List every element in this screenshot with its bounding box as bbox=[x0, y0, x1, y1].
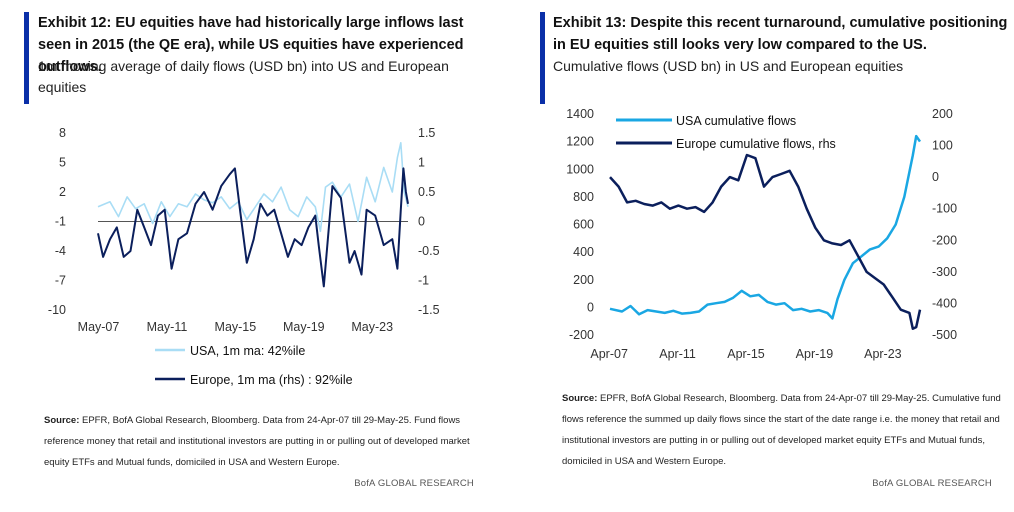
x-tick-label: Apr-11 bbox=[659, 347, 696, 361]
series-line-usa bbox=[609, 134, 922, 320]
y-right-tick-label: -300 bbox=[932, 265, 957, 279]
y-left-tick-label: 0 bbox=[587, 300, 594, 314]
y-left-tick-label: 2 bbox=[59, 185, 66, 199]
y-right-tick-label: -1 bbox=[418, 274, 429, 288]
y-left-tick-label: 400 bbox=[573, 245, 594, 259]
legend-usa-label: USA cumulative flows bbox=[676, 114, 796, 128]
y-left-tick-label: -1 bbox=[55, 215, 66, 229]
source-note: Source: EPFR, BofA Global Research, Bloo… bbox=[562, 388, 1002, 472]
chart-subtitle: Cumulative flows (USD bn) in US and Euro… bbox=[553, 58, 904, 74]
flows-chart: 8 5 2 -1 -4 -7 -10 1.5 1 0.5 0 -0.5 -1 -1.5 May-07 May-… bbox=[48, 126, 440, 387]
y-left-tick-label: 600 bbox=[573, 218, 594, 232]
x-tick-label: May-07 bbox=[78, 320, 120, 334]
series-line-usa bbox=[97, 142, 409, 233]
y-right-tick-label: 0 bbox=[932, 170, 939, 184]
source-label: Source: bbox=[562, 393, 598, 404]
legend-usa-label: USA, 1m ma: 42%ile bbox=[190, 344, 305, 358]
y-right-tick-label: -400 bbox=[932, 296, 957, 310]
y-right-tick-label: -200 bbox=[932, 233, 957, 247]
y-right-tick-label: 1 bbox=[418, 156, 425, 170]
y-left-tick-label: 1400 bbox=[566, 107, 594, 121]
y-left-tick-label: 800 bbox=[573, 190, 594, 204]
y-right-tick-label: 0.5 bbox=[418, 185, 435, 199]
y-right-tick-label: 200 bbox=[932, 107, 953, 121]
y-left-tick-label: 200 bbox=[573, 273, 594, 287]
y-left-tick-label: 5 bbox=[59, 156, 66, 170]
y-left-tick-label: -4 bbox=[55, 244, 66, 258]
y-right-tick-label: -0.5 bbox=[418, 244, 440, 258]
x-tick-label: Apr-23 bbox=[864, 347, 902, 361]
y-right-tick-label: -500 bbox=[932, 328, 957, 342]
x-tick-label: May-11 bbox=[147, 320, 188, 334]
legend-europe-label: Europe, 1m ma (rhs) : 92%ile bbox=[190, 373, 353, 387]
brand-label: BofA GLOBAL RESEARCH bbox=[354, 478, 474, 489]
y-left-tick-label: -200 bbox=[569, 328, 594, 342]
y-right-tick-label: 1.5 bbox=[418, 126, 435, 140]
y-left-tick-label: -7 bbox=[55, 274, 66, 288]
x-tick-label: May-15 bbox=[215, 320, 257, 334]
chart-title: Exhibit 13: Despite this recent turnarou… bbox=[553, 15, 1008, 53]
source-text: EPFR, BofA Global Research, Bloomberg. D… bbox=[44, 415, 470, 468]
y-right-tick-label: -1.5 bbox=[418, 303, 440, 317]
x-tick-label: Apr-19 bbox=[796, 347, 834, 361]
y-right-tick-label: -100 bbox=[932, 202, 957, 216]
x-tick-label: May-19 bbox=[283, 320, 325, 334]
y-right-tick-label: 0 bbox=[418, 215, 425, 229]
cumulative-flows-chart: 1400120010008006004002000-2002001000-100… bbox=[566, 107, 957, 361]
y-left-tick-label: 1000 bbox=[566, 162, 594, 176]
x-tick-label: May-23 bbox=[351, 320, 393, 334]
chart-subtitle: 1m moving average of daily flows (USD bn… bbox=[38, 58, 449, 95]
source-label: Source: bbox=[44, 415, 80, 426]
accent-bar bbox=[24, 12, 29, 104]
chart-title: Exhibit 12: EU equities have had histori… bbox=[38, 15, 464, 75]
y-left-tick-label: -10 bbox=[48, 303, 66, 317]
source-text: EPFR, BofA Global Research, Bloomberg. D… bbox=[562, 393, 1001, 467]
legend-europe-label: Europe cumulative flows, rhs bbox=[676, 137, 836, 151]
series-line-europe bbox=[97, 167, 409, 288]
series-line-europe bbox=[609, 153, 922, 330]
exhibit-13-panel: Exhibit 13: Despite this recent turnarou… bbox=[518, 0, 1014, 512]
source-note: Source: EPFR, BofA Global Research, Bloo… bbox=[44, 410, 484, 473]
x-tick-label: Apr-07 bbox=[590, 347, 628, 361]
y-left-tick-label: 1200 bbox=[566, 135, 594, 149]
brand-label: BofA GLOBAL RESEARCH bbox=[872, 478, 992, 489]
exhibit-12-panel: Exhibit 12: EU equities have had histori… bbox=[0, 0, 500, 512]
y-left-tick-label: 8 bbox=[59, 126, 66, 140]
y-right-tick-label: 100 bbox=[932, 139, 953, 153]
x-tick-label: Apr-15 bbox=[727, 347, 765, 361]
accent-bar bbox=[540, 12, 545, 104]
